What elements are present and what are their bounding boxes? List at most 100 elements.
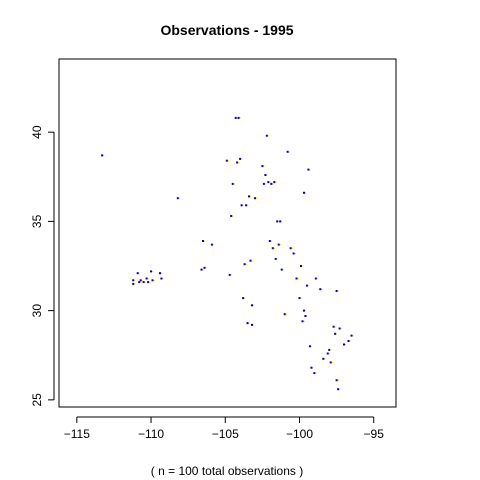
data-point-halo [334,326,336,328]
data-point [335,379,338,382]
data-point-halo [144,281,146,283]
data-point [308,345,311,348]
data-point [145,277,148,280]
data-point-halo [227,160,229,162]
data-point-halo [340,328,342,330]
data-point-halo [236,117,238,119]
data-point [270,182,273,185]
data-point-halo [305,310,307,312]
data-point [313,372,316,375]
data-point-halo [250,195,252,198]
data-point-halo [253,304,255,306]
data-point-halo [345,344,347,346]
data-point [298,297,301,300]
data-point-halo [352,335,354,337]
data-point-halo [291,247,293,249]
data-point [267,181,270,184]
data-point-halo [264,183,267,185]
data-point-halo [230,274,232,276]
data-point-halo [267,135,269,137]
data-point [243,263,246,266]
data-point [332,325,335,328]
data-point [292,252,295,255]
data-point [329,361,332,364]
data-point [303,309,305,312]
data-point-halo [324,358,326,360]
data-point [132,282,135,285]
data-point-halo [306,315,308,317]
data-point-halo [241,158,243,160]
chart-footnote: ( n = 100 total observations ) [151,464,303,478]
data-point [245,204,248,207]
data-point [242,297,245,300]
data-point [240,204,243,207]
x-tick-label: −105 [212,427,239,441]
data-point-halo [331,361,333,364]
data-point [142,281,145,284]
data-point [350,334,353,337]
data-point [210,243,213,246]
data-point-halo [312,367,314,369]
data-point [230,215,233,217]
data-point [228,273,231,276]
data-point [286,150,289,153]
data-point-halo [202,269,204,271]
y-tick-label: 40 [30,125,44,139]
data-point-halo [103,154,105,157]
data-point-halo [247,204,249,206]
data-point-halo [336,333,338,335]
data-point-halo [147,278,149,280]
data-point-halo [263,165,265,167]
data-point [246,322,249,325]
data-point [319,288,322,291]
data-point [261,165,264,168]
data-point-halo [279,244,281,246]
y-axis: 25 30 35 40 [30,125,55,407]
data-point-halo [153,279,155,281]
data-point-halo [275,181,277,183]
data-point [159,272,161,275]
data-point-halo [239,117,241,119]
data-point-halo [141,279,143,281]
data-point [307,168,310,171]
data-point [138,281,141,284]
data-point-halo [204,240,206,242]
data-point-halo [302,265,304,267]
data-point-halo [300,297,302,299]
data-point-halo [315,372,317,374]
data-point [274,257,277,260]
data-point [176,197,179,200]
y-tick-label: 30 [30,304,44,318]
data-point [289,247,292,250]
data-point [314,277,317,280]
data-point [132,279,135,282]
data-point [322,357,325,360]
data-point-halo [303,320,305,322]
x-tick-label: −95 [364,427,385,441]
data-point [326,352,329,355]
data-point [248,195,250,198]
data-point-halo [134,279,136,281]
data-point [335,290,338,292]
data-point-halo [310,345,313,347]
data-point [150,270,152,273]
data-point-halo [253,324,255,326]
data-point [236,161,239,164]
chart-title: Observations - 1995 [160,22,293,38]
data-point-halo [269,181,271,183]
data-point [200,268,203,271]
data-point-halo [248,322,250,324]
x-tick-label: −100 [286,427,313,441]
data-point-halo [212,244,215,246]
data-point [347,340,350,342]
data-point [337,388,340,391]
data-point-halo [305,192,307,194]
data-point-halo [238,162,240,164]
data-point [264,174,267,176]
data-point-halo [138,272,140,274]
data-point-halo [349,340,351,342]
data-point-halo [161,272,163,274]
data-point [203,266,206,269]
